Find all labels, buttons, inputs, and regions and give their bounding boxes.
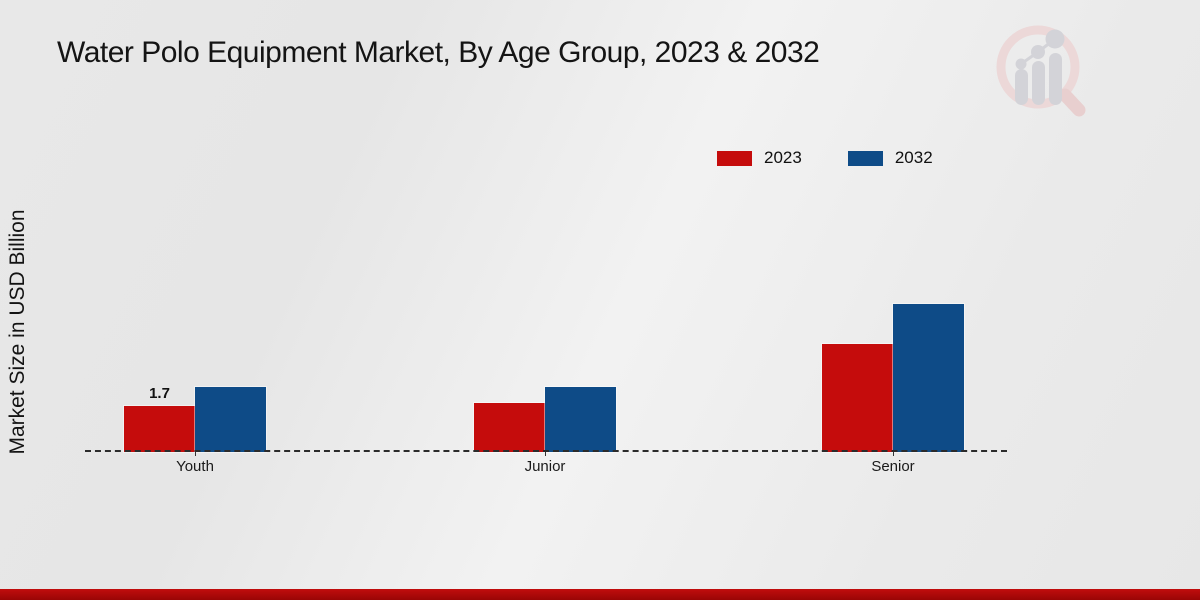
legend-label-2032: 2032	[894, 148, 933, 167]
bar-value-label-2023-youth: 1.7	[149, 385, 170, 403]
bar-2023-senior	[822, 344, 893, 452]
legend-swatch-2023	[717, 150, 752, 166]
bar-2032-junior	[545, 387, 616, 452]
chart-title: Water Polo Equipment Market, By Age Grou…	[57, 36, 820, 69]
x-axis-tick-youth	[195, 452, 196, 456]
bar-2023-youth	[124, 406, 195, 452]
legend: 2023 2032	[717, 148, 933, 168]
x-axis-tick-senior	[893, 452, 894, 456]
legend-swatch-2032	[847, 150, 883, 166]
bar-2023-junior	[474, 403, 545, 452]
legend-item-2032: 2032	[847, 148, 933, 168]
bar-2032-youth	[195, 387, 266, 452]
legend-label-2023: 2023	[764, 148, 802, 167]
bottom-red-stripe	[0, 589, 1200, 600]
market-research-future-logo-icon	[996, 25, 1086, 117]
bar-2032-senior	[893, 303, 964, 452]
x-axis-baseline	[85, 450, 1007, 452]
x-axis-label-youth: Youth	[176, 458, 214, 475]
x-axis-tick-junior	[545, 452, 546, 456]
x-axis-label-junior: Junior	[524, 458, 566, 475]
x-axis-label-senior: Senior	[871, 458, 915, 475]
legend-item-2023: 2023	[717, 148, 802, 168]
